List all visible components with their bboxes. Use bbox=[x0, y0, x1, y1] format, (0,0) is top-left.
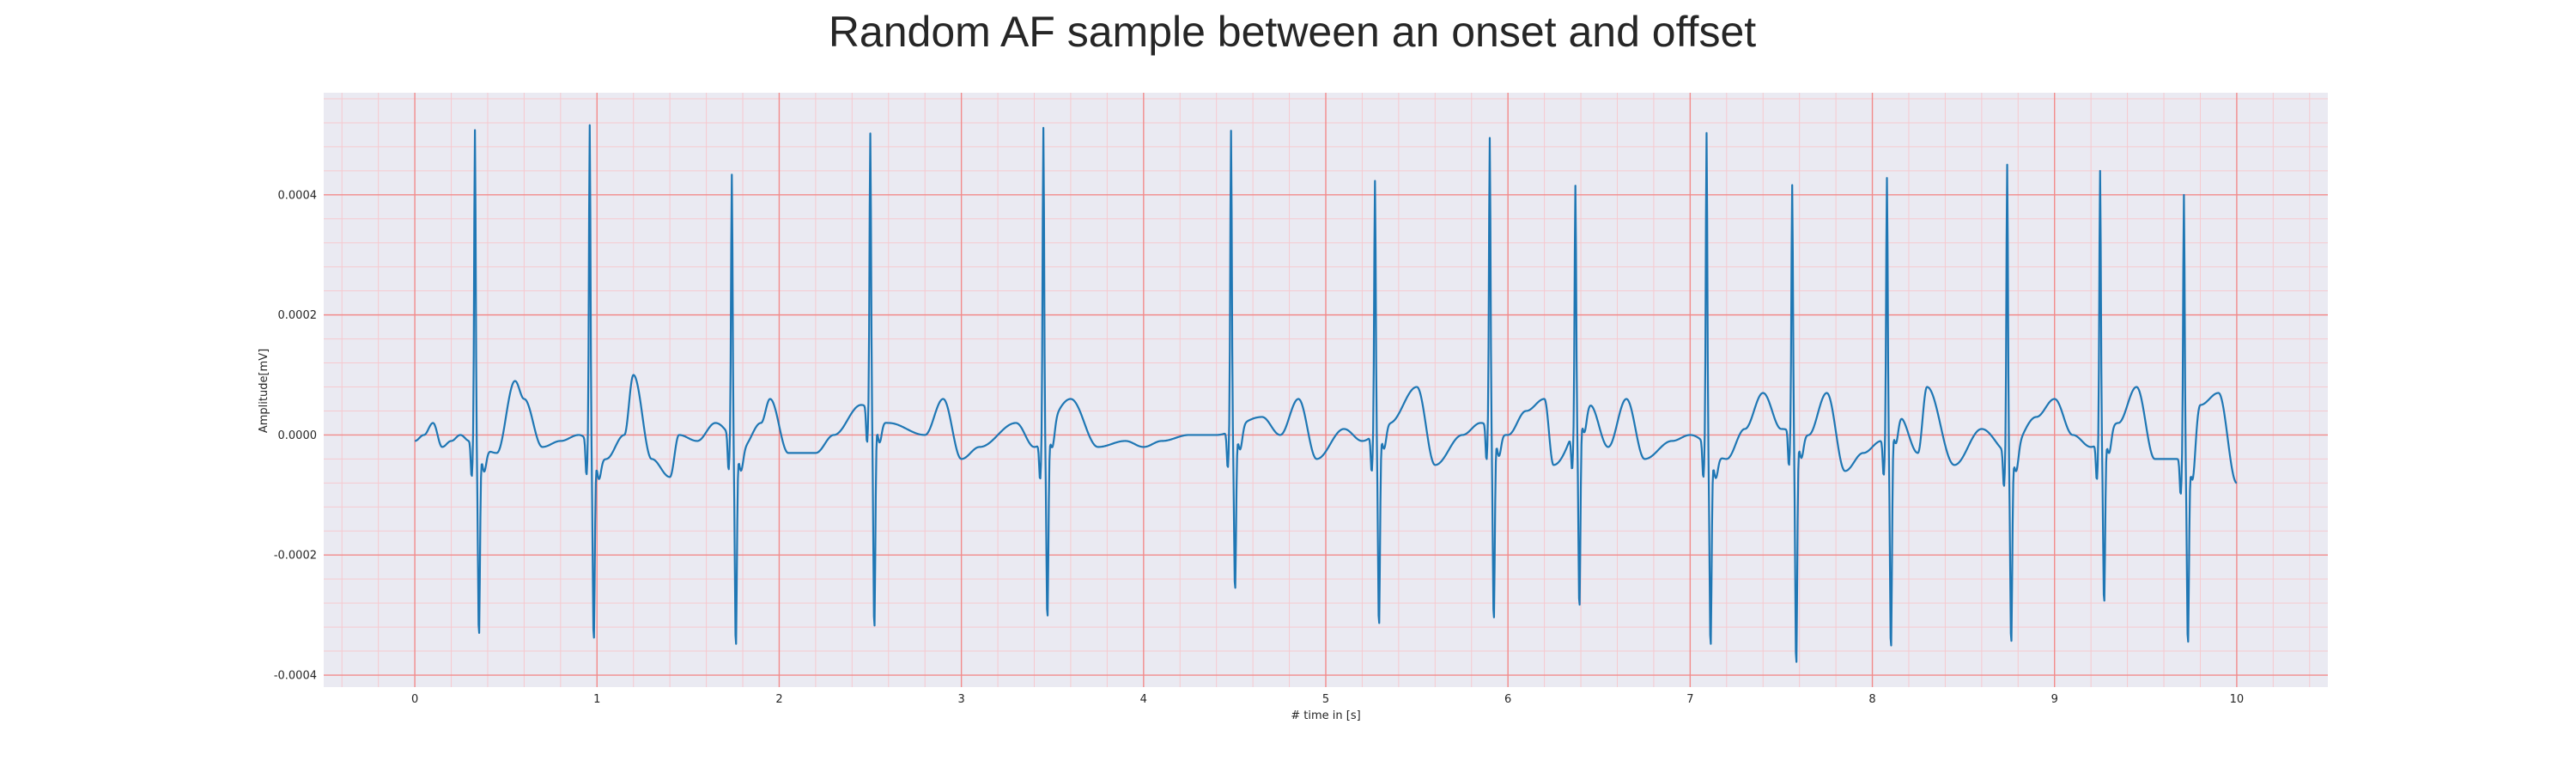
y-tick-label: 0.0002 bbox=[278, 309, 318, 322]
chart-title: Random AF sample between an onset and of… bbox=[829, 8, 1756, 56]
x-tick-label: 1 bbox=[593, 693, 600, 706]
x-tick-label: 7 bbox=[1686, 693, 1693, 706]
series-layer bbox=[414, 124, 2238, 663]
y-axis-ticks: -0.0004 -0.0002 0.0000 0.0002 0.0004 bbox=[274, 189, 317, 682]
x-tick-label: 2 bbox=[775, 693, 782, 706]
x-tick-label: 0 bbox=[411, 693, 418, 706]
x-tick-label: 9 bbox=[2051, 693, 2058, 706]
x-axis-ticks: 0 1 2 3 4 5 6 7 8 9 10 bbox=[411, 693, 2244, 706]
y-tick-label: 0.0000 bbox=[278, 429, 318, 442]
major-grid bbox=[324, 93, 2328, 687]
x-tick-label: 5 bbox=[1322, 693, 1329, 706]
y-tick-label: -0.0002 bbox=[274, 550, 317, 563]
x-tick-label: 6 bbox=[1504, 693, 1511, 706]
y-tick-label: 0.0004 bbox=[278, 189, 318, 202]
y-tick-label: -0.0004 bbox=[274, 670, 317, 683]
plot-area bbox=[324, 93, 2328, 687]
x-tick-label: 8 bbox=[1868, 693, 1875, 706]
x-tick-label: 10 bbox=[2230, 693, 2245, 706]
x-tick-label: 3 bbox=[957, 693, 964, 706]
y-axis-label: Amplitude[mV] bbox=[258, 349, 270, 433]
x-tick-label: 4 bbox=[1140, 693, 1147, 706]
ecg-series-line bbox=[414, 124, 2238, 663]
x-axis-label: # time in [s] bbox=[1291, 709, 1360, 722]
